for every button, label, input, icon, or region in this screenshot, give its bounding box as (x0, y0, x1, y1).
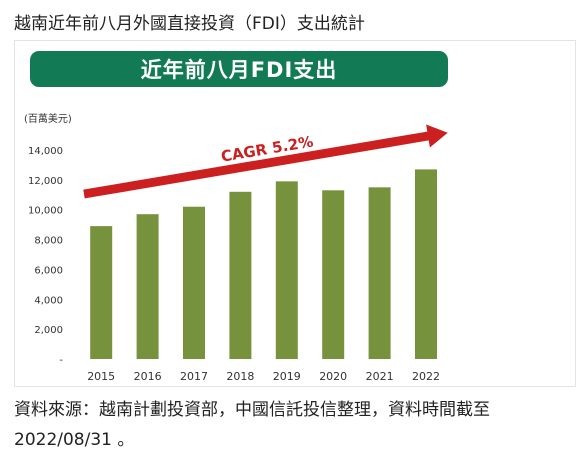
bar (415, 169, 437, 359)
y-tick-label: 8,000 (34, 236, 63, 247)
cagr-arrow-shape (83, 124, 448, 199)
chart-title-banner: 近年前八月FDI支出 (30, 51, 448, 87)
x-tick-label: 2021 (366, 370, 394, 383)
y-axis-unit-label: (百萬美元) (24, 114, 72, 125)
source-note: 資料來源：越南計劃投資部，中國信託投信整理，資料時間截至2022/08/31 。 (14, 400, 490, 450)
y-tick-label: 6,000 (34, 265, 63, 276)
x-tick-label: 2016 (134, 370, 162, 383)
x-tick-label: 2019 (273, 370, 301, 383)
bar (275, 181, 298, 359)
bar (229, 191, 252, 359)
bar (90, 226, 113, 359)
trend-arrow: CAGR 5.2% (83, 124, 448, 199)
y-tick-label: - (59, 355, 63, 366)
x-tick-label: 2020 (319, 370, 347, 383)
x-axis-ticks: 2015 2016 2017 2018 2019 2020 2021 2022 (87, 370, 440, 383)
bar (183, 206, 205, 359)
y-tick-label: 2,000 (34, 325, 63, 336)
x-tick-label: 2018 (226, 370, 254, 383)
bars (90, 169, 437, 359)
bar (136, 214, 159, 359)
y-axis-ticks: - 2,000 4,000 6,000 8,000 10,000 12,000 14,000 (28, 146, 63, 366)
bar (368, 187, 391, 359)
y-tick-label: 14,000 (28, 146, 63, 157)
page-title: 越南近年前八月外國直接投資（FDI）支出統計 (14, 14, 365, 34)
y-tick-label: 12,000 (28, 176, 63, 187)
bar (322, 190, 345, 359)
y-tick-label: 4,000 (34, 295, 63, 306)
x-tick-label: 2022 (412, 370, 440, 383)
x-tick-label: 2015 (87, 370, 115, 383)
x-tick-label: 2017 (180, 370, 208, 383)
chart-title: 近年前八月FDI支出 (140, 58, 338, 82)
y-tick-label: 10,000 (28, 206, 63, 217)
